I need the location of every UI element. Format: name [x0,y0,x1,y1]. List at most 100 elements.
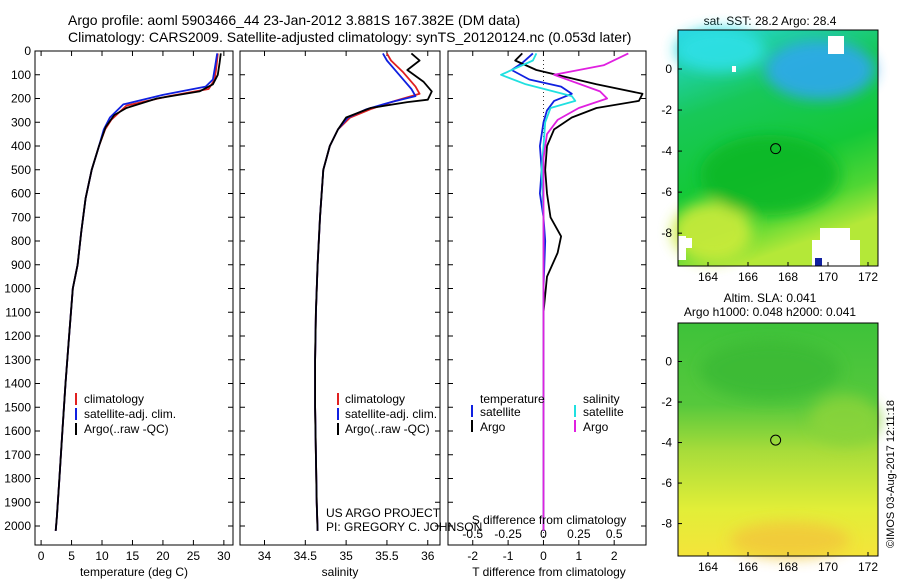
temperature-ytick-label: 2000 [4,519,31,533]
sla-map-ytick-label: -6 [661,476,672,490]
legend-label-argo: Argo(..raw -QC) [84,422,169,436]
temperature-xtick-label: 25 [187,549,201,563]
sla-map-title2: Argo h1000: 0.048 h2000: 0.041 [684,305,856,319]
temperature-series-0 [54,53,219,531]
sla-map-panel: Altim. SLA: 0.041 Argo h1000: 0.048 h200… [661,291,880,574]
sst-map-ytick-label: -2 [661,103,672,117]
sla-map-xtick-label: 166 [738,560,758,574]
temperature-ytick-label: 1500 [4,400,31,414]
credit-label: ©IMOS 03-Aug-2017 12:11:18 [885,400,897,548]
sla-map-title: Altim. SLA: 0.041 [724,291,817,305]
sst-map-xtick-label: 166 [738,270,758,284]
legend-label-s-satellite: satellite [583,405,624,419]
sst-gap [828,36,844,54]
temperature-ytick-label: 1200 [4,329,31,343]
temperature-frame [34,50,234,546]
salinity-xtick-label: 34 [258,549,272,563]
salinity-panel: 34 34.5 35 35.5 36 salinity climatology sate… [239,50,482,579]
difference-xtick-label: 0 [540,549,547,563]
salinity-series-2 [314,52,433,531]
difference-xlabel: T difference from climatology [472,565,626,579]
sst-map-gaps [678,36,860,266]
temperature-panel: 0100200300400500600700800900100011001200… [4,44,234,579]
difference-s-tick-label: -0.5 [462,527,483,541]
salinity-xlabel: salinity [322,565,359,579]
temperature-ytick-label: 300 [11,115,31,129]
sla-map-frame [677,322,879,557]
temperature-xtick-label: 20 [156,549,170,563]
temperature-ytick-label: 1400 [4,377,31,391]
salinity-series-0 [314,52,421,531]
temperature-legend: climatology satellite-adj. clim. Argo(..… [75,392,176,436]
legend-label-satellite: satellite-adj. clim. [345,407,437,421]
difference-frame [447,50,647,546]
salinity-xtick-label: 35.5 [375,549,399,563]
sst-gap [820,228,850,240]
sla-patch-orange [730,522,850,558]
temperature-ytick-label: 1000 [4,282,31,296]
legend-label-satellite: satellite-adj. clim. [84,407,176,421]
temperature-ytick-label: 0 [24,44,31,58]
sla-map-ytick-label: -8 [661,517,672,531]
sla-map-ytick-label: 0 [665,354,672,368]
argo-position-marker [770,143,782,155]
sst-map-xtick-label: 170 [818,270,838,284]
temperature-ytick-label: 100 [11,68,31,82]
difference-series-2 [500,53,577,531]
temperature-ytick-label: 400 [11,139,31,153]
sla-map-xtick-label: 172 [858,560,878,574]
header-line1: Argo profile: aoml 5903466_44 23-Jan-201… [68,12,520,28]
temperature-xtick-label: 5 [68,549,75,563]
difference-xtick-label: -1 [503,549,514,563]
temperature-series-1 [54,53,219,531]
difference-series-0 [510,52,573,531]
temperature-axis: 0100200300400500600700800900100011001200… [4,44,233,563]
sla-map-patches [700,340,880,558]
sst-gap [678,236,686,260]
difference-axis: -2 -1 0 1 2 -0.5 -0.25 0 0.25 0.5 [448,50,646,563]
sst-gap [732,66,736,72]
temperature-ytick-label: 600 [11,187,31,201]
temperature-ytick-label: 900 [11,258,31,272]
sst-map-axes: 164 166 168 170 172 0 -2 -4 -6 -8 [661,62,878,284]
salinity-legend: climatology satellite-adj. clim. Argo(..… [337,392,437,436]
temperature-ytick-label: 500 [11,163,31,177]
temperature-ytick-label: 800 [11,234,31,248]
sst-map-patches [672,28,875,262]
sst-map-frame [677,29,879,267]
temperature-ytick-label: 1800 [4,472,31,486]
difference-s-tick-label: 0 [540,527,547,541]
sst-map-xtick-label: 172 [858,270,878,284]
difference-series-1 [514,52,644,531]
difference-panel: -2 -1 0 1 2 -0.5 -0.25 0 0.25 0.5 S difference fr… [447,50,647,579]
legend-label-t-satellite: satellite [480,405,521,419]
sst-patch-dark [700,135,840,215]
temperature-ytick-label: 1700 [4,448,31,462]
sla-map-xtick-label: 170 [818,560,838,574]
difference-xtick-label: 1 [575,549,582,563]
difference-legend: temperature satellite Argo salinity sate… [471,392,624,434]
salinity-frame [239,50,441,546]
sst-map-panel: sat. SST: 28.2 Argo: 28.4 164 166 168 170 17… [661,14,879,284]
temperature-ytick-label: 200 [11,92,31,106]
salinity-series-1 [314,52,417,531]
temperature-xtick-label: 0 [38,549,45,563]
sst-gap [686,238,692,248]
salinity-xtick-label: 35 [339,549,353,563]
sst-cold-pixel [815,258,822,266]
temperature-ytick-label: 1300 [4,353,31,367]
temperature-series-2 [54,53,222,531]
legend-title-temperature: temperature [480,392,545,406]
legend-label-climatology: climatology [84,392,144,406]
temperature-ytick-label: 1100 [5,305,31,319]
difference-xtick-label: -2 [467,549,478,563]
salinity-axis: 34 34.5 35 35.5 36 [240,50,440,563]
difference-lines [500,52,644,531]
legend-label-s-argo: Argo [583,420,609,434]
legend-title-salinity: salinity [583,392,620,406]
difference-xtick-label: 2 [611,549,618,563]
pi-label: PI: GREGORY C. JOHNSON [326,520,482,534]
sst-map-ytick-label: -4 [661,144,672,158]
temperature-ytick-label: 700 [11,210,31,224]
